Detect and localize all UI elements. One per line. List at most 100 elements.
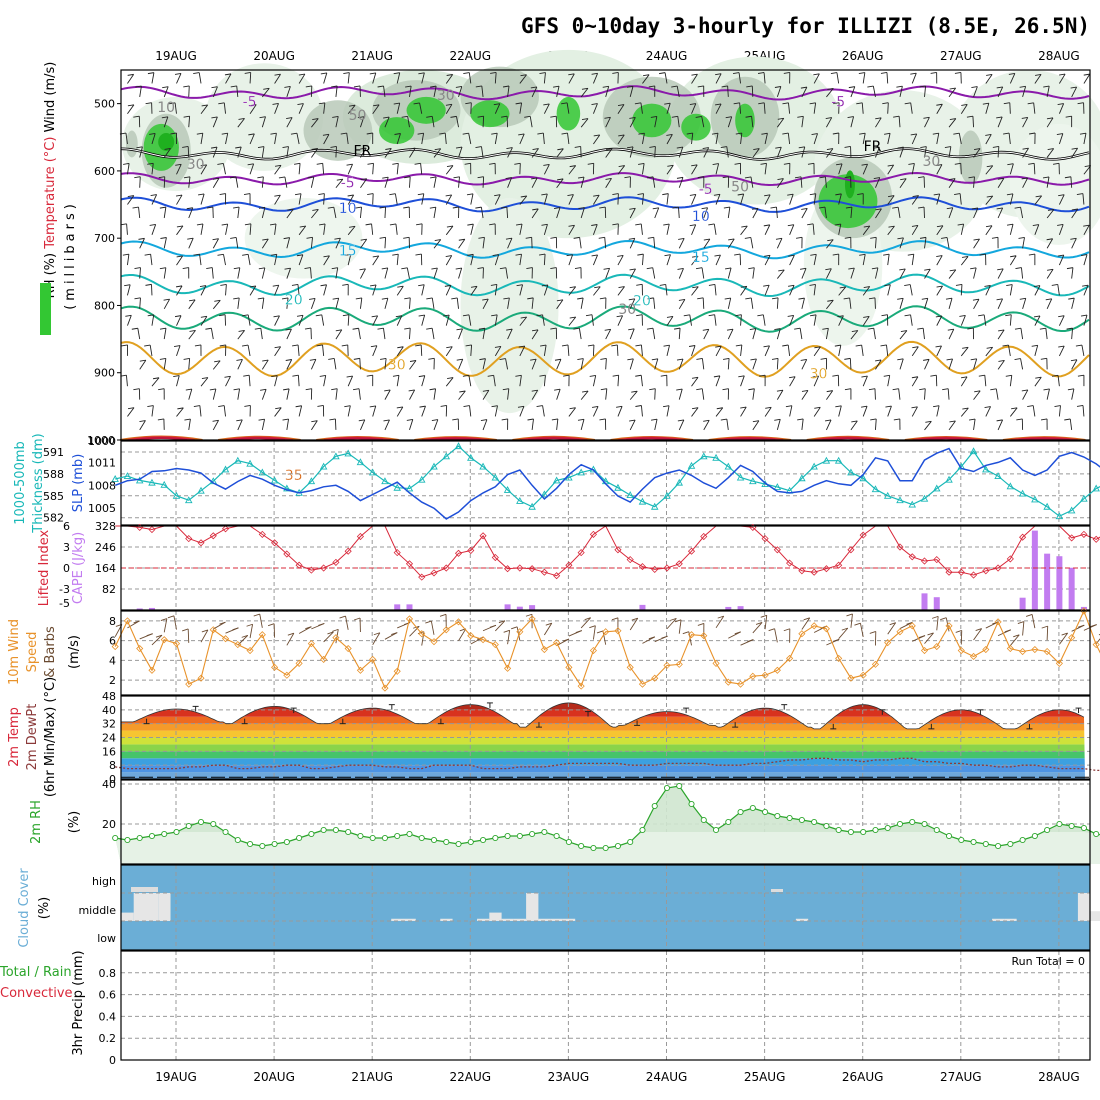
wind-barb bbox=[347, 254, 352, 266]
wind-barb-flag bbox=[1033, 285, 1041, 288]
lifted-index-point bbox=[1092, 535, 1100, 543]
wind-speed-point bbox=[454, 618, 463, 626]
lifted-index-point bbox=[148, 525, 156, 534]
wind-barb-flag bbox=[263, 87, 270, 90]
wind-barb-flag bbox=[257, 176, 264, 179]
wind-barb-flag bbox=[258, 418, 265, 421]
wind-barb-10m-flag bbox=[955, 630, 962, 633]
wind-barb-flag bbox=[581, 118, 589, 121]
wind-barb-flag bbox=[418, 72, 425, 75]
wind-barb-flag bbox=[871, 267, 878, 270]
wind-barb-flag bbox=[557, 148, 564, 151]
cloud-middle-bar bbox=[489, 912, 502, 921]
wind-barb bbox=[629, 208, 636, 219]
wind-barb bbox=[384, 148, 392, 158]
wind-barb-flag bbox=[1077, 102, 1084, 105]
wind-barb-flag bbox=[458, 238, 465, 241]
wind-barb-flag bbox=[353, 85, 361, 88]
upper-ylabel: RH (%) Temperature (°C) Wind (m/s)(milli… bbox=[40, 62, 78, 335]
wind-barb bbox=[360, 178, 368, 188]
wind-barb-flag bbox=[1058, 315, 1065, 318]
wind-barb bbox=[1046, 209, 1055, 219]
wind-barb-flag bbox=[708, 223, 715, 226]
wind-barb-flag bbox=[563, 374, 570, 377]
wind-barb bbox=[188, 358, 191, 370]
wind-barb-flag bbox=[1014, 358, 1021, 361]
top-tick-label: 27AUG bbox=[940, 49, 982, 63]
wind-barb bbox=[640, 223, 643, 235]
wind-barb-flag bbox=[539, 374, 546, 377]
temp-tick-label: 24 bbox=[102, 732, 116, 745]
bottom-tick-label: 26AUG bbox=[842, 1070, 884, 1084]
wind-barb-flag bbox=[318, 223, 326, 226]
wind-barb-flag bbox=[379, 236, 386, 239]
wind-barb-flag bbox=[957, 223, 964, 226]
wind-barb-flag bbox=[445, 255, 452, 257]
wind-barb-flag bbox=[450, 115, 457, 118]
wind-barb-flag bbox=[646, 327, 654, 330]
wind-barb-flag bbox=[635, 223, 642, 226]
wind-barb-flag bbox=[1068, 297, 1075, 300]
wind-barb-flag bbox=[284, 267, 291, 270]
wind-barb bbox=[727, 207, 731, 219]
wind-barb-flag bbox=[176, 225, 184, 228]
wind-barb bbox=[616, 344, 619, 356]
wind-barb bbox=[507, 388, 510, 400]
wind-barb-flag bbox=[982, 102, 989, 105]
wind-barb-flag bbox=[272, 284, 279, 287]
wind-barb-flag bbox=[357, 116, 364, 119]
wind-barb-10m-flag bbox=[511, 626, 518, 630]
rh-point bbox=[357, 832, 364, 840]
wind-barb-flag bbox=[331, 85, 338, 88]
rh-point bbox=[394, 832, 401, 840]
wind-barb bbox=[740, 133, 743, 145]
thickness-point bbox=[614, 483, 622, 491]
wind-barb-flag bbox=[1002, 344, 1009, 347]
rh-point bbox=[516, 832, 523, 840]
wind-barb bbox=[384, 116, 390, 128]
wind-barb bbox=[985, 225, 993, 236]
wind-barb bbox=[751, 85, 754, 97]
wind-barb-flag bbox=[832, 374, 839, 377]
wind-barb bbox=[445, 314, 450, 326]
wind-tick-label: 8 bbox=[109, 615, 116, 628]
wind-barb-flag bbox=[896, 85, 903, 88]
wind-barb-flag bbox=[494, 194, 501, 197]
wind-barb bbox=[212, 300, 221, 310]
wind-barb-flag bbox=[760, 162, 767, 165]
wind-barb bbox=[151, 314, 155, 326]
wind-barb-flag bbox=[331, 388, 338, 391]
wind-barb-flag bbox=[764, 254, 771, 257]
wind-speed-point bbox=[724, 678, 732, 686]
wind-barb-flag bbox=[629, 117, 636, 119]
wind-barb-10m-flag bbox=[241, 634, 248, 638]
wind-barb-flag bbox=[304, 267, 311, 270]
wind-barb-flag bbox=[881, 314, 888, 317]
wind-barb-10m-flag bbox=[889, 622, 896, 626]
wind-barb bbox=[322, 163, 325, 175]
wind-barb bbox=[458, 359, 464, 370]
wind-speed-point bbox=[1031, 645, 1039, 654]
wind-barb-flag bbox=[650, 418, 658, 421]
wind-barb bbox=[543, 72, 546, 84]
wind-barb-flag bbox=[150, 194, 157, 197]
wind-barb-flag bbox=[1028, 162, 1035, 165]
wind-barb-flag bbox=[738, 375, 745, 378]
wind-barb bbox=[1070, 176, 1073, 188]
wind-barb-flag bbox=[465, 344, 472, 347]
wind-barb-flag bbox=[193, 253, 200, 256]
wind-barb-flag bbox=[955, 283, 963, 286]
wind-barb-flag bbox=[733, 102, 740, 105]
wind-barb-flag bbox=[782, 132, 789, 135]
wind-barb bbox=[396, 406, 404, 417]
thickness-ylabel: 1000-500mb bbox=[13, 441, 28, 525]
wind-barb-flag bbox=[753, 148, 760, 151]
wind-barb bbox=[997, 419, 1004, 431]
wind-barb bbox=[629, 238, 636, 249]
wind-barb-flag bbox=[525, 236, 532, 239]
wind-barb-flag bbox=[244, 223, 252, 226]
wind-barb bbox=[578, 328, 582, 340]
wind-barb-flag bbox=[283, 388, 290, 391]
wind-barb-flag bbox=[317, 405, 324, 407]
wind-barb-flag bbox=[701, 207, 708, 210]
